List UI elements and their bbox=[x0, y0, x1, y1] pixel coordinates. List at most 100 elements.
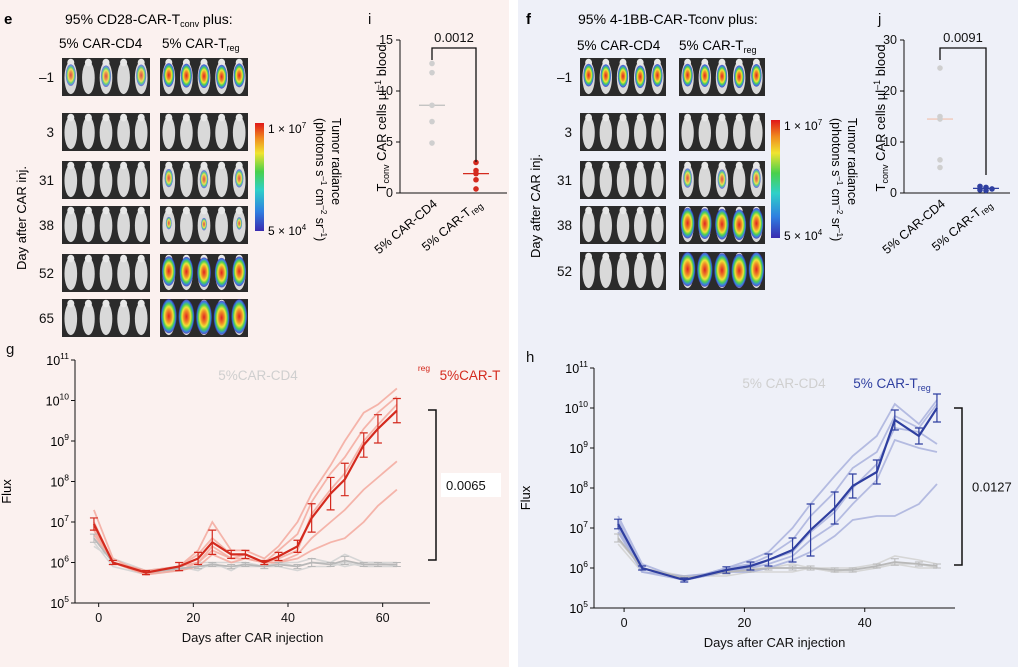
mouse-head bbox=[200, 113, 208, 122]
legend-gray-label: 5% CAR-CD4 bbox=[742, 376, 826, 391]
error-bar-gray bbox=[788, 565, 797, 571]
tumor-signal bbox=[715, 208, 729, 240]
image-cell-col2 bbox=[160, 113, 248, 151]
tumor-signal bbox=[232, 256, 247, 287]
mouse-body bbox=[616, 255, 630, 289]
x-tick-label: 60 bbox=[376, 611, 390, 625]
x-axis-label: Days after CAR injection bbox=[704, 635, 846, 650]
legend-color-label: 5% CAR-Treg bbox=[853, 376, 931, 393]
error-bar-color bbox=[764, 553, 773, 567]
day-label: 52 bbox=[39, 266, 54, 281]
mouse-head bbox=[67, 206, 75, 215]
mouse-body bbox=[634, 209, 647, 243]
tumor-signal bbox=[214, 257, 229, 288]
legend-color-label: 5%CAR-T bbox=[440, 368, 501, 383]
error-bar-color bbox=[914, 427, 923, 445]
mouse-head bbox=[735, 58, 743, 67]
mouse-head bbox=[120, 206, 128, 215]
image-cell-col2 bbox=[160, 161, 248, 199]
image-cell-col1 bbox=[580, 206, 666, 244]
mouse-body bbox=[599, 164, 612, 198]
mouse-body bbox=[117, 209, 130, 243]
tumor-signal bbox=[100, 65, 112, 88]
mouse-body bbox=[582, 116, 595, 150]
panel-j-letter: j bbox=[877, 11, 881, 28]
p-value-label: 0.0091 bbox=[943, 30, 983, 45]
mouse-head bbox=[84, 299, 92, 308]
panel-f-ylabel: Day after CAR inj. bbox=[528, 154, 543, 258]
mouse-head bbox=[165, 113, 173, 122]
mouse-body bbox=[599, 116, 612, 150]
y-tick-label: 10 bbox=[883, 135, 897, 149]
mouse-body bbox=[582, 164, 595, 198]
error-bar-color bbox=[307, 503, 316, 533]
panel-e-image-rows: –1 3 31 38 52 65 bbox=[39, 58, 248, 337]
error-bar-gray bbox=[359, 562, 368, 568]
tumor-signal bbox=[617, 64, 629, 88]
mouse-body bbox=[82, 257, 95, 291]
mouse-body bbox=[82, 116, 95, 150]
mean-line-gray bbox=[617, 537, 938, 579]
mouse-head bbox=[602, 206, 610, 215]
image-cell-col2 bbox=[160, 254, 248, 292]
error-bar-gray bbox=[932, 563, 941, 569]
p-value-box bbox=[441, 473, 501, 497]
mouse-head bbox=[585, 113, 593, 122]
tumor-signal bbox=[697, 208, 712, 240]
error-bar-gray bbox=[307, 557, 316, 568]
error-bar-color bbox=[788, 537, 797, 563]
error-bar-color bbox=[373, 414, 382, 444]
mouse-body bbox=[99, 116, 113, 150]
y-tick-label: 107 bbox=[569, 519, 588, 536]
tumor-signal bbox=[233, 63, 245, 88]
panel-f-image-rows: –1 3 31 38 52 bbox=[557, 58, 765, 290]
mouse-body bbox=[634, 164, 647, 198]
error-bar-color bbox=[890, 409, 899, 431]
tumor-signal bbox=[236, 217, 243, 230]
y-tick-label: 20 bbox=[883, 84, 897, 98]
error-bar-gray bbox=[373, 562, 382, 568]
colorbar-units: (photons s–1 cm–2 sr–1) bbox=[829, 118, 844, 241]
mouse-head bbox=[120, 254, 128, 263]
error-bar-color bbox=[326, 476, 335, 511]
mouse-head bbox=[636, 161, 644, 170]
mouse-head bbox=[235, 206, 243, 215]
individual-line-color bbox=[617, 483, 938, 577]
y-tick-label: 1011 bbox=[46, 351, 69, 368]
error-bar-color bbox=[638, 565, 647, 571]
mouse-body bbox=[117, 257, 130, 291]
image-cell-col2 bbox=[160, 206, 248, 244]
panel-e-col1-label: 5% CAR-CD4 bbox=[59, 36, 143, 51]
tumor-signal bbox=[717, 169, 727, 189]
panel-e-title: 95% CD28-CAR-Tconv plus: bbox=[65, 11, 233, 29]
panel-f-letter: f bbox=[526, 11, 532, 28]
data-point bbox=[429, 140, 435, 146]
tumor-signal bbox=[165, 216, 172, 230]
day-label: –1 bbox=[557, 70, 572, 85]
mouse-body bbox=[64, 116, 78, 150]
tumor-signal bbox=[734, 65, 745, 89]
tumor-signal bbox=[748, 252, 765, 287]
image-cell-col1 bbox=[62, 58, 150, 96]
error-bar-color bbox=[260, 559, 269, 566]
x-tick-label: 40 bbox=[281, 611, 295, 625]
mouse-head bbox=[718, 58, 726, 67]
mouse-head bbox=[619, 206, 627, 215]
y-tick-label: 1010 bbox=[565, 399, 589, 416]
panel-f: f 95% 4-1BB-CAR-Tconv plus: 5% CAR-CD4 5… bbox=[526, 11, 859, 290]
tumor-signal bbox=[163, 63, 175, 88]
mouse-head bbox=[585, 161, 593, 170]
mouse-body bbox=[134, 302, 148, 336]
mouse-body bbox=[99, 164, 113, 198]
y-tick-label: 105 bbox=[50, 594, 69, 611]
mouse-head bbox=[67, 254, 75, 263]
tumor-signal bbox=[231, 299, 248, 334]
error-bar-color bbox=[89, 517, 98, 531]
mouse-body bbox=[197, 116, 211, 150]
mouse-body bbox=[582, 255, 595, 289]
mouse-head bbox=[619, 113, 627, 122]
mouse-body bbox=[134, 257, 148, 291]
panel-i-letter: i bbox=[368, 11, 371, 28]
image-cell-col2 bbox=[679, 113, 765, 151]
error-bar-gray bbox=[326, 562, 335, 568]
